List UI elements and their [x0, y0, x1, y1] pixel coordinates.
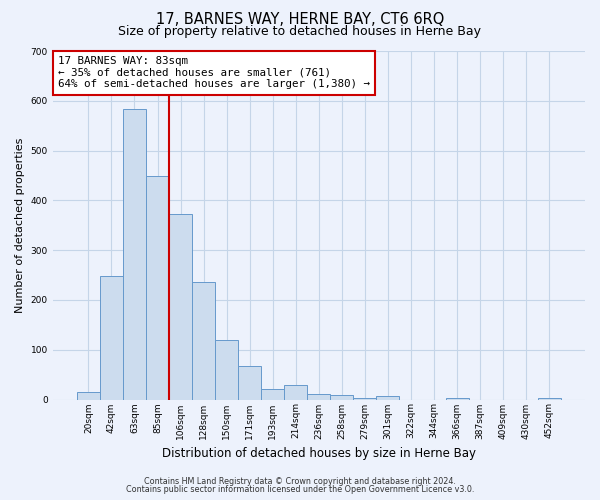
Bar: [77, 392, 100, 400]
Bar: [353, 398, 376, 400]
Bar: [446, 398, 469, 400]
X-axis label: Distribution of detached houses by size in Herne Bay: Distribution of detached houses by size …: [162, 447, 476, 460]
Text: 17, BARNES WAY, HERNE BAY, CT6 6RQ: 17, BARNES WAY, HERNE BAY, CT6 6RQ: [156, 12, 444, 28]
Bar: [146, 176, 169, 400]
Bar: [284, 384, 307, 400]
Bar: [376, 396, 400, 400]
Bar: [100, 276, 123, 400]
Bar: [192, 282, 215, 400]
Text: 17 BARNES WAY: 83sqm
← 35% of detached houses are smaller (761)
64% of semi-deta: 17 BARNES WAY: 83sqm ← 35% of detached h…: [58, 56, 370, 90]
Bar: [238, 366, 261, 400]
Bar: [123, 110, 146, 400]
Bar: [215, 340, 238, 400]
Text: Contains public sector information licensed under the Open Government Licence v3: Contains public sector information licen…: [126, 485, 474, 494]
Text: Contains HM Land Registry data © Crown copyright and database right 2024.: Contains HM Land Registry data © Crown c…: [144, 477, 456, 486]
Bar: [538, 398, 561, 400]
Text: Size of property relative to detached houses in Herne Bay: Size of property relative to detached ho…: [119, 25, 482, 38]
Bar: [261, 388, 284, 400]
Y-axis label: Number of detached properties: Number of detached properties: [15, 138, 25, 313]
Bar: [169, 214, 192, 400]
Bar: [307, 394, 331, 400]
Bar: [331, 394, 353, 400]
